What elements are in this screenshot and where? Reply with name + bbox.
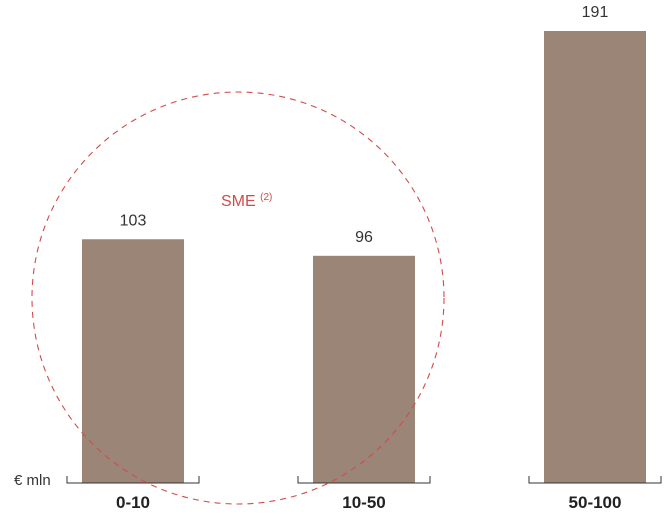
sme-annotation: SME (2) (31, 91, 445, 505)
category-bracket (66, 476, 200, 484)
value-label: 191 (582, 4, 609, 21)
sme-footnote-marker: (2) (260, 192, 272, 203)
category-label: 0-10 (116, 493, 150, 512)
bars-layer (82, 31, 646, 483)
category-bracket (528, 476, 662, 484)
unit-label: € mln (14, 472, 51, 489)
bar-0-10 (82, 239, 184, 483)
value-label: 103 (120, 212, 147, 229)
sme-dashed-circle (31, 91, 445, 505)
bar-10-50 (313, 255, 415, 483)
bar-50-100 (544, 31, 646, 483)
value-label: 96 (355, 229, 373, 246)
category-label: 10-50 (342, 493, 385, 512)
labels-layer: 103 0-10 96 10-50 191 50-100 (116, 4, 621, 512)
category-bracket (297, 476, 431, 484)
category-label: 50-100 (569, 493, 622, 512)
category-axis (66, 476, 662, 484)
sme-label-text: SME (221, 193, 260, 210)
sme-label: SME (2) (221, 192, 272, 210)
